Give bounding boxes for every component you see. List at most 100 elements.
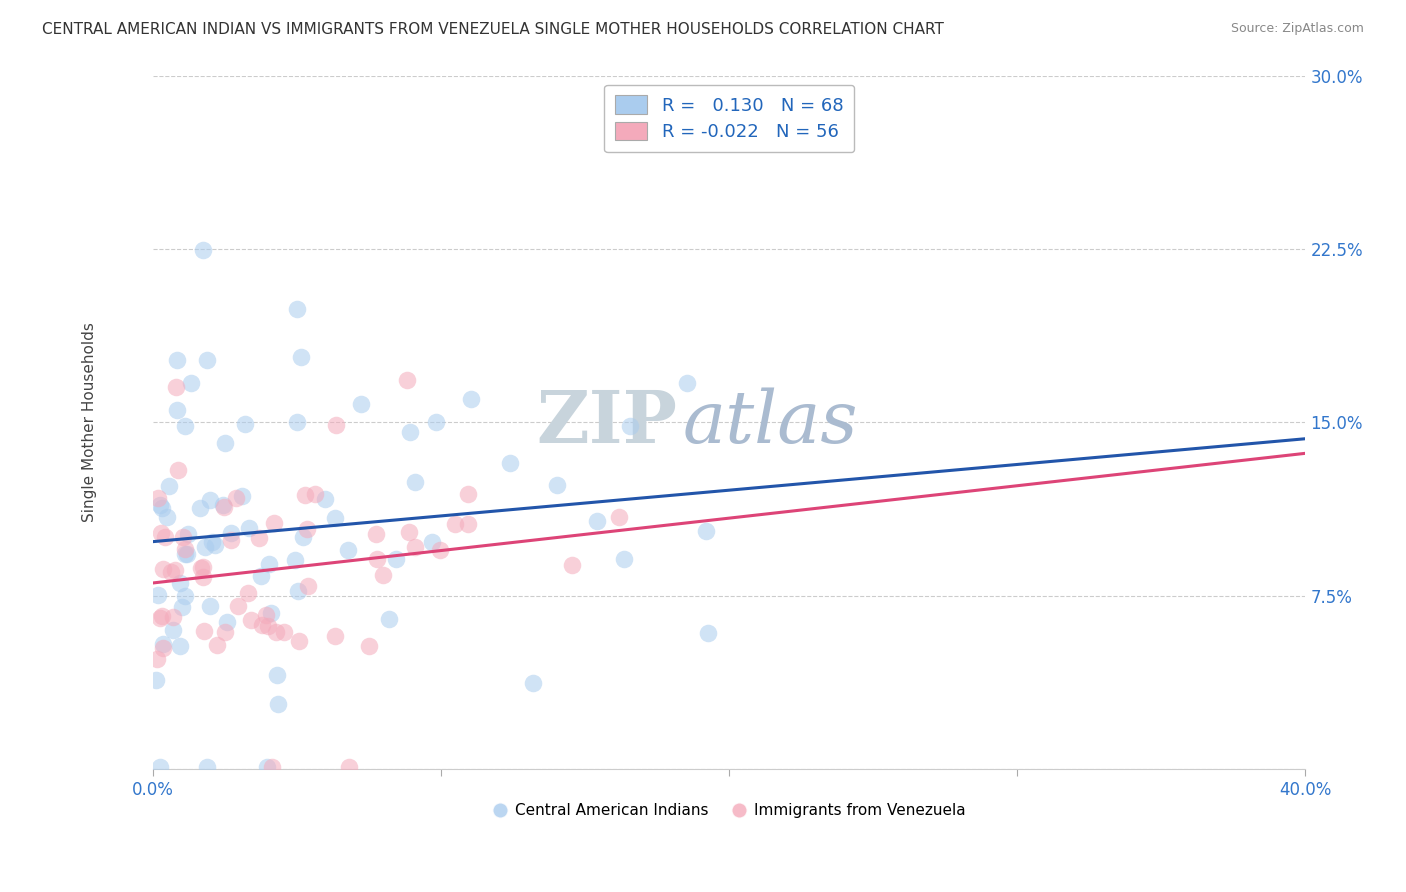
Point — [205, 638, 228, 652]
Point — [294, 488, 316, 502]
Point — [149, 760, 172, 774]
Point — [586, 514, 609, 528]
Text: atlas: atlas — [683, 387, 859, 458]
Point — [404, 475, 426, 489]
Point — [212, 500, 235, 514]
Point — [173, 547, 195, 561]
Point — [211, 499, 233, 513]
Point — [522, 676, 544, 690]
Text: Single Mother Households: Single Mother Households — [82, 323, 97, 523]
Point — [695, 524, 717, 539]
Point — [460, 392, 482, 406]
Point — [291, 530, 314, 544]
Point — [422, 535, 444, 549]
Point — [195, 352, 218, 367]
Text: ZIP: ZIP — [536, 387, 678, 458]
Point — [619, 418, 641, 433]
Point — [233, 417, 256, 431]
Point — [260, 760, 283, 774]
Point — [200, 492, 222, 507]
Point — [297, 579, 319, 593]
Point — [152, 640, 174, 655]
Point — [149, 611, 172, 625]
Point — [201, 535, 224, 549]
Point — [204, 538, 226, 552]
Point — [266, 668, 288, 682]
Point — [325, 511, 347, 525]
Point — [166, 463, 188, 477]
Point — [156, 509, 179, 524]
Point — [257, 619, 280, 633]
Point — [385, 551, 408, 566]
Point — [364, 527, 387, 541]
Point — [263, 516, 285, 531]
Point — [499, 456, 522, 470]
Point — [148, 588, 170, 602]
Point — [231, 489, 253, 503]
Point — [145, 673, 167, 688]
Point — [314, 492, 336, 507]
Point — [165, 563, 187, 577]
Point — [357, 640, 380, 654]
Point — [250, 569, 273, 583]
Point — [257, 558, 280, 572]
Point — [173, 541, 195, 556]
Point — [239, 613, 262, 627]
Point — [226, 599, 249, 614]
Point — [613, 552, 636, 566]
Point — [162, 609, 184, 624]
Text: Source: ZipAtlas.com: Source: ZipAtlas.com — [1230, 22, 1364, 36]
Point — [219, 526, 242, 541]
Point — [173, 418, 195, 433]
Point — [166, 352, 188, 367]
Point — [561, 558, 583, 572]
Point — [193, 624, 215, 638]
Point — [304, 487, 326, 501]
Point — [225, 491, 247, 506]
Point — [609, 510, 631, 524]
Point — [256, 760, 278, 774]
Point — [214, 436, 236, 450]
Point — [404, 540, 426, 554]
Point — [197, 760, 219, 774]
Point — [287, 583, 309, 598]
Point — [398, 524, 420, 539]
Point — [162, 624, 184, 638]
Point — [190, 561, 212, 575]
Point — [165, 380, 187, 394]
Point — [284, 553, 307, 567]
Point — [150, 609, 173, 624]
Point — [172, 530, 194, 544]
Point — [177, 527, 200, 541]
Point — [254, 607, 277, 622]
Point — [236, 586, 259, 600]
Point — [457, 516, 479, 531]
Point — [264, 624, 287, 639]
Point — [285, 301, 308, 316]
Point — [176, 547, 198, 561]
Point — [247, 531, 270, 545]
Point — [160, 566, 183, 580]
Point — [191, 569, 214, 583]
Point — [267, 698, 290, 712]
Point — [250, 618, 273, 632]
Point — [153, 530, 176, 544]
Point — [150, 501, 173, 516]
Point — [146, 652, 169, 666]
Point — [152, 562, 174, 576]
Point — [169, 639, 191, 653]
Point — [457, 487, 479, 501]
Text: CENTRAL AMERICAN INDIAN VS IMMIGRANTS FROM VENEZUELA SINGLE MOTHER HOUSEHOLDS CO: CENTRAL AMERICAN INDIAN VS IMMIGRANTS FR… — [42, 22, 943, 37]
Point — [194, 541, 217, 555]
Point — [325, 418, 347, 433]
Point — [219, 533, 242, 548]
Point — [697, 625, 720, 640]
Point — [148, 491, 170, 505]
Point — [191, 560, 214, 574]
Point — [166, 403, 188, 417]
Point — [444, 517, 467, 532]
Point — [188, 501, 211, 516]
Point — [336, 543, 359, 558]
Point — [676, 376, 699, 391]
Point — [172, 600, 194, 615]
